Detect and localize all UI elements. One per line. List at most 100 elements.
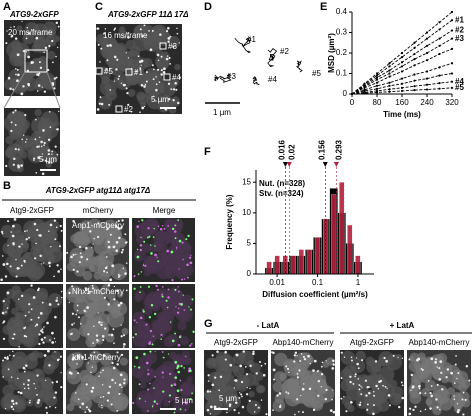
cell — [340, 350, 355, 365]
spot — [352, 382, 355, 385]
spot — [10, 231, 12, 233]
spot — [308, 387, 312, 391]
spot — [138, 366, 141, 369]
spot — [239, 364, 243, 368]
histogram-bar — [306, 249, 312, 275]
spot — [78, 261, 81, 264]
spot — [93, 325, 95, 328]
spot — [47, 68, 50, 72]
cell — [164, 219, 178, 233]
spot — [102, 339, 105, 342]
spot — [153, 227, 155, 230]
cell — [246, 360, 255, 368]
spot — [119, 301, 123, 305]
spot — [117, 303, 121, 307]
spot — [153, 312, 157, 316]
track-label: #4 — [268, 75, 277, 84]
cell — [21, 386, 32, 397]
spot — [83, 309, 86, 312]
spot — [456, 403, 459, 405]
spot — [113, 285, 116, 288]
spot — [163, 227, 166, 230]
cell — [67, 287, 78, 298]
msd-point — [375, 81, 379, 84]
cell — [26, 323, 41, 339]
spot — [181, 241, 184, 244]
spot — [79, 252, 82, 255]
spot — [177, 286, 179, 288]
spot — [14, 37, 18, 40]
spot — [87, 333, 90, 336]
spot — [78, 245, 82, 249]
spot — [149, 329, 153, 333]
cell — [172, 404, 181, 412]
spot — [159, 227, 163, 231]
spot — [165, 57, 169, 61]
x-tick-label: 0.1 — [312, 278, 324, 287]
spot — [366, 403, 369, 406]
spot — [446, 368, 450, 371]
spot — [182, 294, 184, 296]
spot — [139, 28, 142, 31]
cell — [421, 387, 430, 397]
spot — [150, 252, 153, 255]
spot — [72, 219, 75, 223]
histogram-bar — [266, 261, 272, 275]
spot — [183, 367, 186, 369]
spot — [13, 157, 16, 161]
spot — [117, 219, 120, 223]
spot — [162, 356, 165, 359]
spot — [109, 89, 112, 91]
spot — [186, 263, 189, 267]
spot — [294, 351, 298, 355]
spot — [329, 409, 333, 413]
spot — [59, 224, 62, 228]
marker — [282, 162, 288, 167]
spot — [360, 385, 362, 387]
spot — [240, 393, 243, 396]
row-label: Idh1-mCherry — [72, 353, 121, 362]
cell — [11, 77, 29, 95]
spot — [157, 260, 160, 263]
spot — [7, 368, 10, 371]
spot — [13, 333, 16, 336]
msd-point — [413, 46, 416, 49]
spot — [33, 159, 35, 161]
cell — [5, 136, 14, 145]
spot — [241, 405, 245, 409]
msd-point — [400, 89, 404, 93]
spot — [103, 32, 106, 35]
spot — [114, 27, 117, 30]
cell — [432, 405, 442, 416]
cell — [23, 220, 40, 237]
spot — [317, 394, 320, 397]
spot — [14, 124, 17, 126]
spot — [118, 236, 121, 240]
spot — [48, 265, 51, 268]
spot — [99, 96, 102, 99]
spot — [132, 336, 135, 339]
spot — [410, 373, 414, 377]
spot — [21, 138, 24, 141]
cell — [274, 352, 288, 367]
spot — [122, 346, 125, 348]
spot — [107, 303, 110, 306]
spot — [10, 26, 12, 28]
spot — [229, 363, 233, 367]
spot — [24, 141, 27, 143]
spot — [12, 111, 15, 114]
spot — [76, 309, 79, 312]
spot — [43, 262, 45, 264]
spot-box — [125, 68, 133, 76]
spot — [37, 316, 40, 319]
spot — [120, 226, 122, 229]
spot — [178, 42, 180, 44]
cell — [22, 242, 29, 249]
spot — [9, 354, 11, 357]
cell — [162, 399, 170, 407]
spot — [156, 256, 158, 259]
spot — [106, 59, 109, 62]
spot — [162, 71, 166, 74]
spot — [12, 243, 15, 246]
spot — [54, 315, 57, 319]
